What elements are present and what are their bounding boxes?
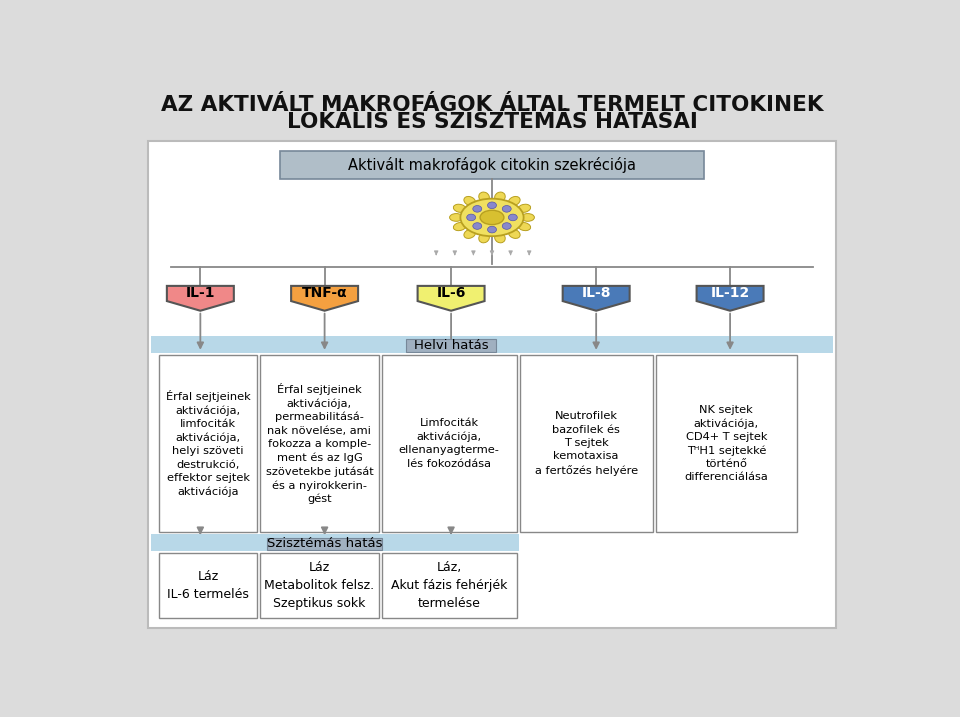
Ellipse shape	[480, 210, 504, 224]
Text: Érfal sejtjeinek
aktivációja,
limfociták
aktivációja,
helyi szöveti
destrukció,
: Érfal sejtjeinek aktivációja, limfociták…	[166, 390, 251, 497]
Circle shape	[488, 227, 496, 233]
Text: Limfociták
aktivációja,
ellenanyagterme-
lés fokozódása: Limfociták aktivációja, ellenanyagterme-…	[398, 418, 499, 469]
FancyBboxPatch shape	[519, 355, 653, 532]
FancyBboxPatch shape	[406, 339, 495, 352]
Ellipse shape	[461, 199, 523, 236]
Text: Érfal sejtjeinek
aktivációja,
permeabilitásá-
nak növelése, ami
fokozza a komple: Érfal sejtjeinek aktivációja, permeabili…	[266, 383, 373, 505]
Ellipse shape	[464, 196, 475, 206]
FancyBboxPatch shape	[260, 355, 379, 532]
Text: Aktivált makrofágok citokin szekréciója: Aktivált makrofágok citokin szekréciója	[348, 157, 636, 173]
Circle shape	[509, 214, 517, 221]
FancyBboxPatch shape	[159, 553, 257, 618]
FancyBboxPatch shape	[656, 355, 797, 532]
Text: Láz
Metabolitok felsz.
Szeptikus sokk: Láz Metabolitok felsz. Szeptikus sokk	[264, 561, 374, 610]
Text: Láz
IL-6 termelés: Láz IL-6 termelés	[167, 570, 249, 601]
Ellipse shape	[517, 222, 531, 231]
Circle shape	[488, 202, 496, 209]
Polygon shape	[167, 286, 234, 310]
Ellipse shape	[464, 229, 475, 239]
FancyBboxPatch shape	[159, 355, 257, 532]
Ellipse shape	[509, 196, 520, 206]
Text: IL-6: IL-6	[437, 286, 466, 300]
Ellipse shape	[517, 204, 531, 212]
FancyBboxPatch shape	[152, 534, 518, 551]
Ellipse shape	[509, 229, 520, 239]
Text: IL-8: IL-8	[582, 286, 611, 300]
Circle shape	[502, 223, 511, 229]
FancyBboxPatch shape	[280, 151, 704, 179]
Text: IL-12: IL-12	[710, 286, 750, 300]
FancyBboxPatch shape	[152, 336, 832, 353]
Circle shape	[467, 214, 475, 221]
Polygon shape	[418, 286, 485, 310]
Text: Láz,
Akut fázis fehérjék
termelése: Láz, Akut fázis fehérjék termelése	[391, 561, 508, 610]
Polygon shape	[563, 286, 630, 310]
Text: AZ AKTIVÁLT MAKROFÁGOK ÁLTAL TERMELT CITOKINEK: AZ AKTIVÁLT MAKROFÁGOK ÁLTAL TERMELT CIT…	[160, 95, 824, 115]
Ellipse shape	[453, 204, 467, 212]
Text: Neutrofilek
bazofilek és
T sejtek
kemotaxisa
a fertőzés helyére: Neutrofilek bazofilek és T sejtek kemota…	[535, 412, 637, 475]
Text: NK sejtek
aktivációja,
CD4+ T sejtek
TᴴH1 sejtekké
történő
differenciálása: NK sejtek aktivációja, CD4+ T sejtek TᴴH…	[684, 405, 768, 483]
Text: LOKÁLIS ÉS SZISZTÉMÁS HATÁSAI: LOKÁLIS ÉS SZISZTÉMÁS HATÁSAI	[287, 113, 697, 133]
Ellipse shape	[521, 214, 535, 222]
Text: TNF-α: TNF-α	[301, 286, 348, 300]
Polygon shape	[291, 286, 358, 310]
Text: IL-1: IL-1	[185, 286, 215, 300]
Ellipse shape	[494, 233, 505, 243]
Circle shape	[473, 223, 482, 229]
Ellipse shape	[453, 222, 467, 231]
FancyBboxPatch shape	[267, 538, 382, 550]
Circle shape	[473, 206, 482, 212]
Text: Szisztémás hatás: Szisztémás hatás	[267, 537, 382, 550]
Ellipse shape	[479, 233, 490, 243]
Ellipse shape	[494, 192, 505, 202]
Text: Helvi hatás: Helvi hatás	[414, 339, 489, 352]
Circle shape	[502, 206, 511, 212]
Ellipse shape	[479, 192, 490, 202]
FancyBboxPatch shape	[148, 141, 836, 628]
Ellipse shape	[449, 214, 463, 222]
Polygon shape	[697, 286, 763, 310]
FancyBboxPatch shape	[260, 553, 379, 618]
FancyBboxPatch shape	[382, 553, 516, 618]
FancyBboxPatch shape	[382, 355, 516, 532]
